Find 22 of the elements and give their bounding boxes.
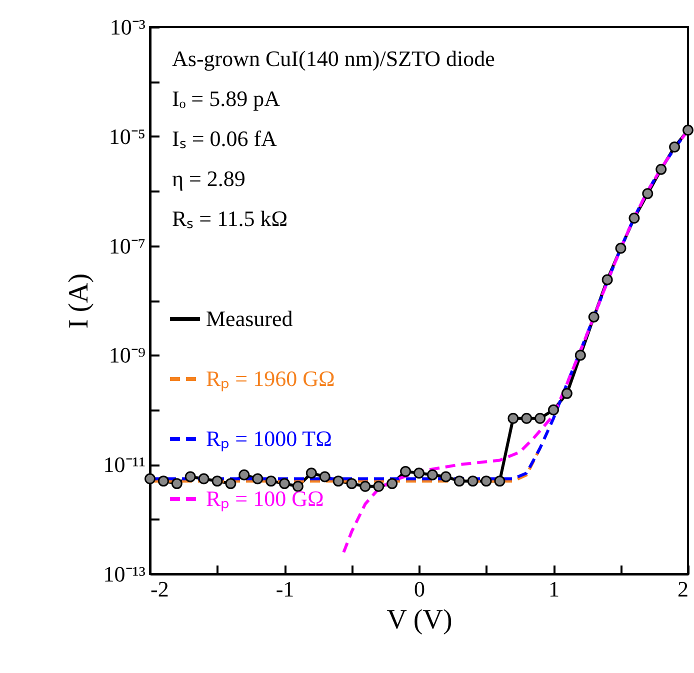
x-tick-label: -1: [276, 576, 294, 602]
x-axis-title: V (V): [386, 604, 452, 636]
y-axis-title: I (A): [63, 273, 94, 329]
legend-label: Measured: [206, 306, 293, 331]
y-tick-label: 10⁻⁹: [108, 342, 146, 368]
legend-label: Rₚ = 1000 TΩ: [206, 426, 332, 452]
annotation: Iₛ = 0.06 fA: [172, 126, 278, 151]
y-tick-label: 10⁻⁷: [108, 233, 146, 258]
x-tick-label: -2: [150, 576, 169, 602]
x-tick-label: 1: [548, 576, 560, 602]
y-tick-label: 10⁻⁵: [108, 124, 146, 149]
annotation: η = 2.89: [172, 166, 246, 191]
x-tick-label: 2: [678, 576, 688, 602]
y-tick-label: 10⁻³: [110, 14, 146, 40]
annotation: As-grown CuI(140 nm)/SZTO diode: [172, 46, 495, 71]
x-tick-label: 0: [414, 576, 425, 602]
y-tick-label: 10⁻¹³: [103, 562, 146, 586]
annotation: Rₛ = 11.5 kΩ: [172, 206, 288, 231]
legend-label: Rₚ = 1960 GΩ: [206, 366, 335, 392]
legend-label: Rₚ = 100 GΩ: [206, 486, 324, 512]
annotation: Iₒ = 5.89 pA: [172, 86, 280, 111]
y-tick-label: 10⁻¹¹: [103, 452, 146, 478]
